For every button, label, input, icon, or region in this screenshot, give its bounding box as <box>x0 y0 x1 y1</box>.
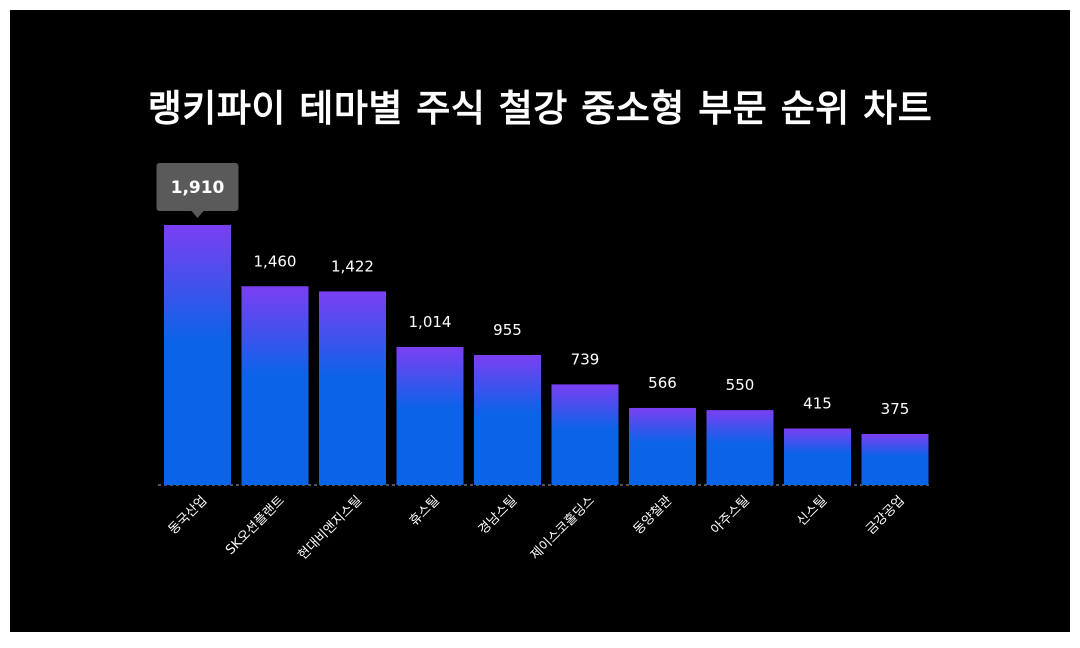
value-label-8: 550 <box>726 376 755 394</box>
category-label-5: 경남스틸 <box>476 493 520 537</box>
value-tooltip: 1,910 <box>156 163 239 218</box>
tooltip-box <box>156 163 239 211</box>
bar-8[interactable] <box>706 410 774 485</box>
bar-10[interactable] <box>861 433 929 485</box>
value-label-1: 1,910 <box>171 178 225 198</box>
category-label-9: 신스틸 <box>794 493 830 529</box>
value-label-4: 1,014 <box>409 313 452 331</box>
bar-chart: 1,910 동국산업 1,460 SK오션플랜트 1,422 현대비앤지스틸 1,014 휴스… <box>156 163 932 563</box>
bar-2[interactable] <box>241 286 309 485</box>
bar-3[interactable] <box>319 291 386 485</box>
category-label-2: SK오션플랜트 <box>223 493 288 558</box>
bar-7[interactable] <box>629 407 696 485</box>
bar-1[interactable] <box>164 225 231 485</box>
value-label-10: 375 <box>881 400 910 418</box>
chart-frame: 랭키파이 테마별 주식 철강 중소형 부문 순위 차트 1,910 동국산업 1,4… <box>10 10 1070 632</box>
category-label-1: 동국산업 <box>166 493 210 537</box>
value-label-7: 566 <box>648 374 677 392</box>
category-label-7: 동양철관 <box>631 493 675 537</box>
category-label-6: 제이스코홀딩스 <box>528 493 598 563</box>
category-label-8: 아주스틸 <box>708 493 752 537</box>
value-label-5: 955 <box>493 321 522 339</box>
bar-9[interactable] <box>784 428 851 485</box>
bar-6[interactable] <box>551 384 619 485</box>
category-label-4: 휴스틸 <box>407 493 443 529</box>
value-label-2: 1,460 <box>254 252 297 270</box>
chart-title: 랭키파이 테마별 주식 철강 중소형 부문 순위 차트 <box>147 87 933 130</box>
value-label-3: 1,422 <box>331 257 374 275</box>
value-label-9: 415 <box>803 395 832 413</box>
category-label-10: 금강공업 <box>863 493 907 537</box>
bar-4[interactable] <box>396 346 464 485</box>
tooltip-pointer <box>191 211 204 218</box>
category-label-3: 현대비앤지스틸 <box>296 493 366 563</box>
value-label-6: 739 <box>571 350 600 368</box>
bar-5[interactable] <box>474 355 541 485</box>
